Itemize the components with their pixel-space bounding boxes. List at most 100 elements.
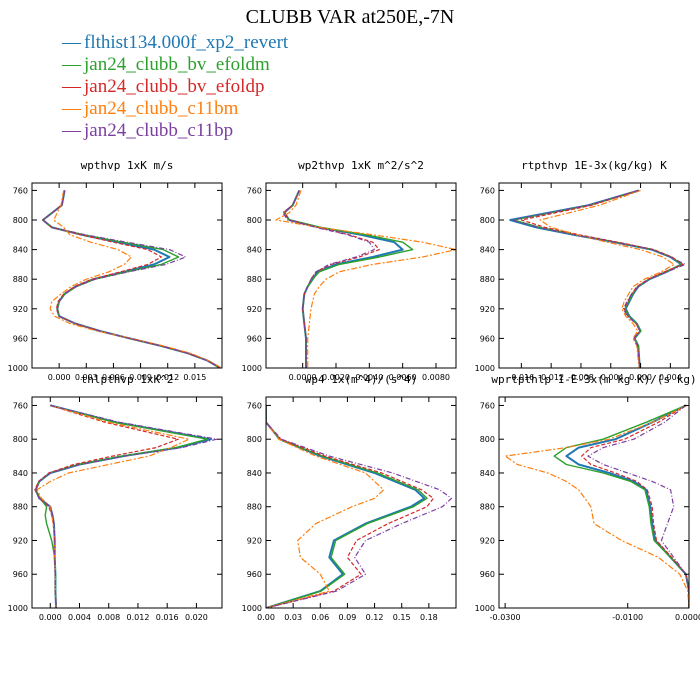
series-line	[581, 404, 689, 608]
y-tick-label: 880	[247, 503, 262, 512]
chart-panel: wprtpthlp 1-E-3x(m kg K)/(s kg) 760 800 840…	[475, 373, 700, 622]
legend-item: — flthist134.000f_xp2_revert	[62, 32, 288, 54]
y-tick-label: 960	[13, 334, 28, 343]
series-line	[275, 190, 456, 368]
y-tick-label: 800	[480, 216, 495, 225]
panel-title: rtpthvp 1E-3x(kg/kg) K	[521, 159, 667, 172]
plot-frame	[265, 396, 457, 609]
series-line	[266, 405, 426, 608]
legend-dash: —	[62, 98, 81, 119]
page-title: CLUBB VAR at250E,-7N	[245, 6, 455, 28]
legend-dash: —	[62, 120, 81, 141]
x-tick-label: 0.0040	[355, 373, 383, 382]
x-tick-label: 0.012	[127, 613, 150, 622]
series-line	[539, 189, 675, 368]
y-tick-label: 960	[480, 334, 495, 343]
series-line	[35, 404, 209, 608]
series-line	[266, 405, 385, 608]
series-line	[42, 190, 221, 368]
series-line	[42, 190, 221, 368]
y-tick-label: 880	[13, 275, 28, 284]
plot-frame	[265, 182, 457, 369]
series-line	[520, 189, 684, 368]
series-line	[36, 404, 190, 608]
y-tick-label: 760	[13, 186, 28, 195]
legend-label: jan24_clubb_bv_efoldm	[84, 54, 270, 75]
y-tick-label: 920	[247, 536, 262, 545]
y-tick-label: 880	[247, 275, 262, 284]
legend-dash: —	[62, 76, 81, 97]
y-tick-label: 800	[480, 435, 495, 444]
y-tick-label: 800	[247, 435, 262, 444]
series-line	[266, 405, 453, 608]
legend-item: — jan24_clubb_c11bp	[62, 120, 288, 142]
plot-frame	[31, 396, 223, 609]
x-tick-label: 0.03	[284, 613, 302, 622]
legend-label: jan24_clubb_c11bp	[84, 120, 234, 141]
x-tick-label: 0.003	[75, 373, 98, 382]
plot-frame	[498, 396, 690, 609]
x-tick-label: 0.18	[420, 613, 438, 622]
x-tick-label: 0.09	[339, 613, 357, 622]
y-tick-label: 840	[480, 246, 495, 255]
chart-panel: wp2thvp 1xK m^2/s^2 760 800 840 880 920 960 100…	[242, 159, 457, 382]
series-group	[504, 404, 689, 608]
legend: — flthist134.000f_xp2_revert — jan24_clubb…	[62, 32, 288, 142]
x-tick-label: -0.008	[568, 373, 594, 382]
series-group	[275, 189, 456, 368]
x-tick-label: 0.0060	[389, 373, 417, 382]
y-tick-label: 1000	[8, 364, 28, 373]
y-tick-label: 800	[13, 435, 28, 444]
x-tick-label: 0.006	[102, 373, 125, 382]
x-tick-label: 0.000	[39, 613, 62, 622]
y-tick-label: 920	[247, 305, 262, 314]
y-tick-label: 760	[13, 401, 28, 410]
y-tick-label: 760	[480, 401, 495, 410]
y-tick-label: 800	[247, 216, 262, 225]
series-line	[41, 190, 221, 368]
x-tick-label: 0.0000	[675, 613, 700, 622]
y-tick-label: 920	[13, 536, 28, 545]
x-tick-label: 0.008	[97, 613, 120, 622]
x-tick-label: -0.004	[598, 373, 624, 382]
chart-panel: wp4 1x(m^4)/(s^4)76080084088092096010000…	[242, 373, 457, 622]
chart-panel: wpthvp 1xK m/s 760 800 840 880 920 960 1000 0.00…	[8, 159, 223, 382]
x-tick-label: -0.0100	[612, 613, 643, 622]
series-line	[34, 404, 212, 608]
series-line	[504, 404, 689, 608]
x-tick-label: -0.012	[538, 373, 564, 382]
legend-item: — jan24_clubb_bv_efoldm	[62, 54, 288, 76]
series-group	[34, 404, 218, 608]
legend-dash: —	[62, 32, 81, 53]
y-tick-label: 1000	[475, 364, 495, 373]
legend-dash: —	[62, 54, 81, 75]
series-line	[49, 190, 222, 368]
series-line	[565, 404, 689, 608]
series-line	[42, 190, 221, 368]
plot-frame	[498, 182, 690, 369]
y-tick-label: 1000	[242, 364, 262, 373]
y-tick-label: 920	[480, 305, 495, 314]
x-tick-label: 0.015	[183, 373, 206, 382]
panel-title: wp2thvp 1xK m^2/s^2	[298, 159, 424, 172]
y-tick-label: 760	[480, 186, 495, 195]
chart-panel: rtpthvp 1E-3x(kg/kg) K 760 800 840 880 920 960…	[475, 159, 690, 382]
series-line	[35, 404, 218, 608]
y-tick-label: 1000	[475, 604, 495, 613]
series-line	[283, 190, 414, 368]
y-tick-label: 960	[247, 570, 262, 579]
chart-panel: thlpthvp 1xK^2 760 800 840 880 920 960 1000 0.00…	[8, 373, 223, 622]
x-tick-label: 0.000	[48, 373, 71, 382]
x-tick-label: -0.016	[508, 373, 534, 382]
y-tick-label: 800	[13, 216, 28, 225]
legend-label: flthist134.000f_xp2_revert	[84, 32, 289, 53]
y-tick-label: 1000	[8, 604, 28, 613]
y-tick-label: 960	[247, 334, 262, 343]
y-tick-label: 760	[247, 186, 262, 195]
panel-title: wpthvp 1xK m/s	[81, 159, 174, 172]
x-tick-label: 0.00	[257, 613, 275, 622]
y-tick-label: 840	[247, 246, 262, 255]
series-group	[509, 189, 686, 368]
x-tick-label: 0.020	[185, 613, 208, 622]
series-line	[266, 405, 428, 608]
